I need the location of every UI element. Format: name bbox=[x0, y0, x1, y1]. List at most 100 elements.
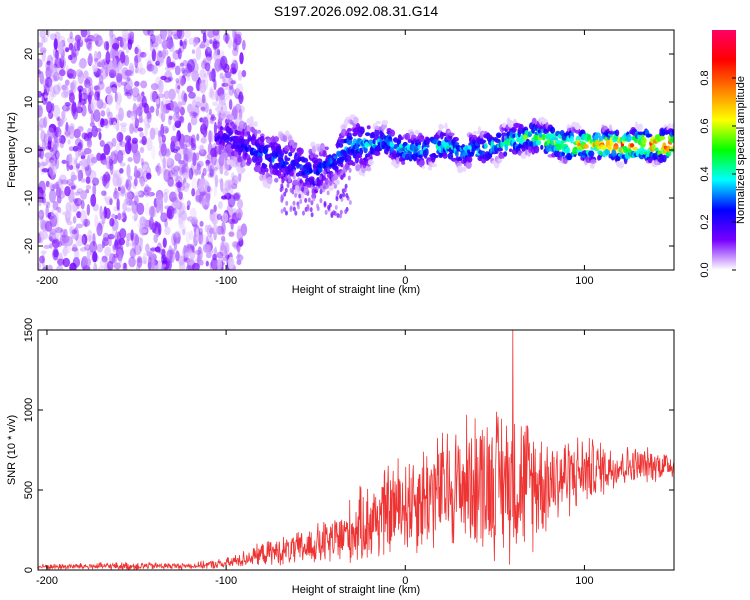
heatmap-cell bbox=[198, 178, 206, 193]
heatmap-cell bbox=[181, 67, 186, 74]
heatmap-cell bbox=[92, 233, 96, 247]
heatmap-cell bbox=[308, 167, 313, 174]
heatmap-cell bbox=[280, 208, 284, 214]
heatmap-cell bbox=[127, 157, 133, 162]
heatmap-cell bbox=[162, 237, 167, 248]
heatmap-cell bbox=[48, 236, 53, 241]
heatmap-cell bbox=[389, 129, 396, 137]
heatmap-cell bbox=[222, 104, 227, 112]
heatmap-cell bbox=[107, 260, 114, 270]
heatmap-cell bbox=[533, 133, 540, 141]
heatmap-cell bbox=[359, 126, 365, 133]
heatmap-cell bbox=[129, 248, 136, 259]
heatmap-cell bbox=[59, 137, 65, 149]
heatmap-cell bbox=[233, 192, 241, 201]
heatmap-cell bbox=[54, 227, 63, 234]
heatmap-cell bbox=[69, 31, 73, 40]
heatmap-cell bbox=[292, 185, 296, 191]
heatmap-cell bbox=[231, 88, 236, 94]
heatmap-cell bbox=[163, 90, 171, 100]
heatmap-cell bbox=[41, 49, 46, 62]
heatmap-cell bbox=[82, 87, 87, 95]
heatmap-cell bbox=[142, 252, 147, 263]
heatmap-cell bbox=[136, 202, 145, 215]
heatmap-cell bbox=[66, 220, 73, 226]
heatmap-cell bbox=[220, 241, 225, 252]
heatmap-cell bbox=[438, 125, 445, 129]
heatmap-cell bbox=[181, 99, 187, 106]
heatmap-cell bbox=[134, 80, 140, 87]
heatmap-cell bbox=[359, 147, 364, 156]
heatmap-cell bbox=[49, 242, 53, 249]
heatmap-cell bbox=[69, 262, 77, 270]
heatmap-cell bbox=[38, 124, 44, 131]
heatmap-cell bbox=[395, 157, 400, 165]
heatmap-cell bbox=[63, 104, 67, 111]
heatmap-cell bbox=[38, 262, 42, 270]
heatmap-cell bbox=[51, 183, 60, 190]
heatmap-cell bbox=[207, 130, 214, 144]
heatmap-cell bbox=[598, 135, 603, 143]
heatmap-cell bbox=[127, 137, 132, 151]
heatmap-cell bbox=[79, 209, 87, 224]
heatmap-cell bbox=[166, 208, 173, 219]
heatmap-cell bbox=[171, 233, 177, 246]
heatmap-cell bbox=[458, 168, 464, 173]
heatmap-cell bbox=[283, 191, 287, 197]
heatmap-cell bbox=[208, 249, 214, 254]
heatmap-cell bbox=[63, 228, 68, 238]
heatmap-cell bbox=[309, 207, 313, 213]
heatmap-cell bbox=[220, 235, 226, 242]
heatmap-cell bbox=[139, 131, 144, 138]
heatmap-cell bbox=[179, 62, 184, 67]
heatmap-cell bbox=[153, 127, 159, 136]
heatmap-cell bbox=[41, 168, 50, 173]
heatmap-cell bbox=[189, 111, 197, 118]
heatmap-cell bbox=[508, 148, 513, 152]
heatmap-cell bbox=[267, 176, 273, 185]
heatmap-cell bbox=[79, 139, 84, 149]
heatmap-cell bbox=[161, 134, 166, 143]
heatmap-cell bbox=[201, 136, 207, 144]
heatmap-cell bbox=[71, 232, 76, 240]
heatmap-cell bbox=[292, 168, 296, 174]
heatmap-cell bbox=[62, 104, 70, 112]
heatmap-cell bbox=[343, 187, 347, 193]
heatmap-cell bbox=[213, 247, 217, 255]
heatmap-cell bbox=[174, 184, 180, 199]
heatmap-cell bbox=[107, 111, 113, 120]
heatmap-cell bbox=[444, 122, 448, 130]
heatmap-cell bbox=[52, 200, 59, 211]
heatmap-cell bbox=[241, 69, 247, 78]
heatmap-cell bbox=[294, 210, 298, 216]
heatmap-cell bbox=[302, 157, 309, 163]
heatmap-cell bbox=[209, 208, 214, 215]
heatmap-cell bbox=[134, 165, 138, 175]
heatmap-cell bbox=[215, 89, 219, 102]
spectrogram-y-label: Frequency (Hz) bbox=[6, 112, 18, 188]
heatmap-cell bbox=[116, 72, 123, 83]
heatmap-cell bbox=[319, 189, 323, 195]
heatmap-cell bbox=[342, 192, 346, 198]
heatmap-cell bbox=[59, 69, 66, 77]
heatmap-cell bbox=[70, 174, 78, 181]
heatmap-cell bbox=[53, 84, 61, 95]
heatmap-cell bbox=[500, 140, 504, 149]
heatmap-cell bbox=[133, 54, 142, 63]
heatmap-cell bbox=[162, 157, 167, 169]
heatmap-cell bbox=[99, 205, 103, 220]
heatmap-cell bbox=[78, 149, 82, 157]
heatmap-cell bbox=[180, 77, 185, 87]
heatmap-cell bbox=[223, 170, 229, 176]
heatmap-cell bbox=[86, 248, 91, 260]
heatmap-cell bbox=[426, 144, 430, 148]
heatmap-cell bbox=[313, 162, 319, 167]
heatmap-cell bbox=[667, 123, 672, 129]
heatmap-cell bbox=[154, 35, 159, 43]
heatmap-cell bbox=[94, 57, 99, 63]
heatmap-cell bbox=[188, 91, 196, 99]
heatmap-cell bbox=[465, 160, 472, 169]
heatmap-cell bbox=[126, 199, 134, 206]
heatmap-cell bbox=[81, 132, 88, 140]
heatmap-cell bbox=[148, 205, 156, 218]
